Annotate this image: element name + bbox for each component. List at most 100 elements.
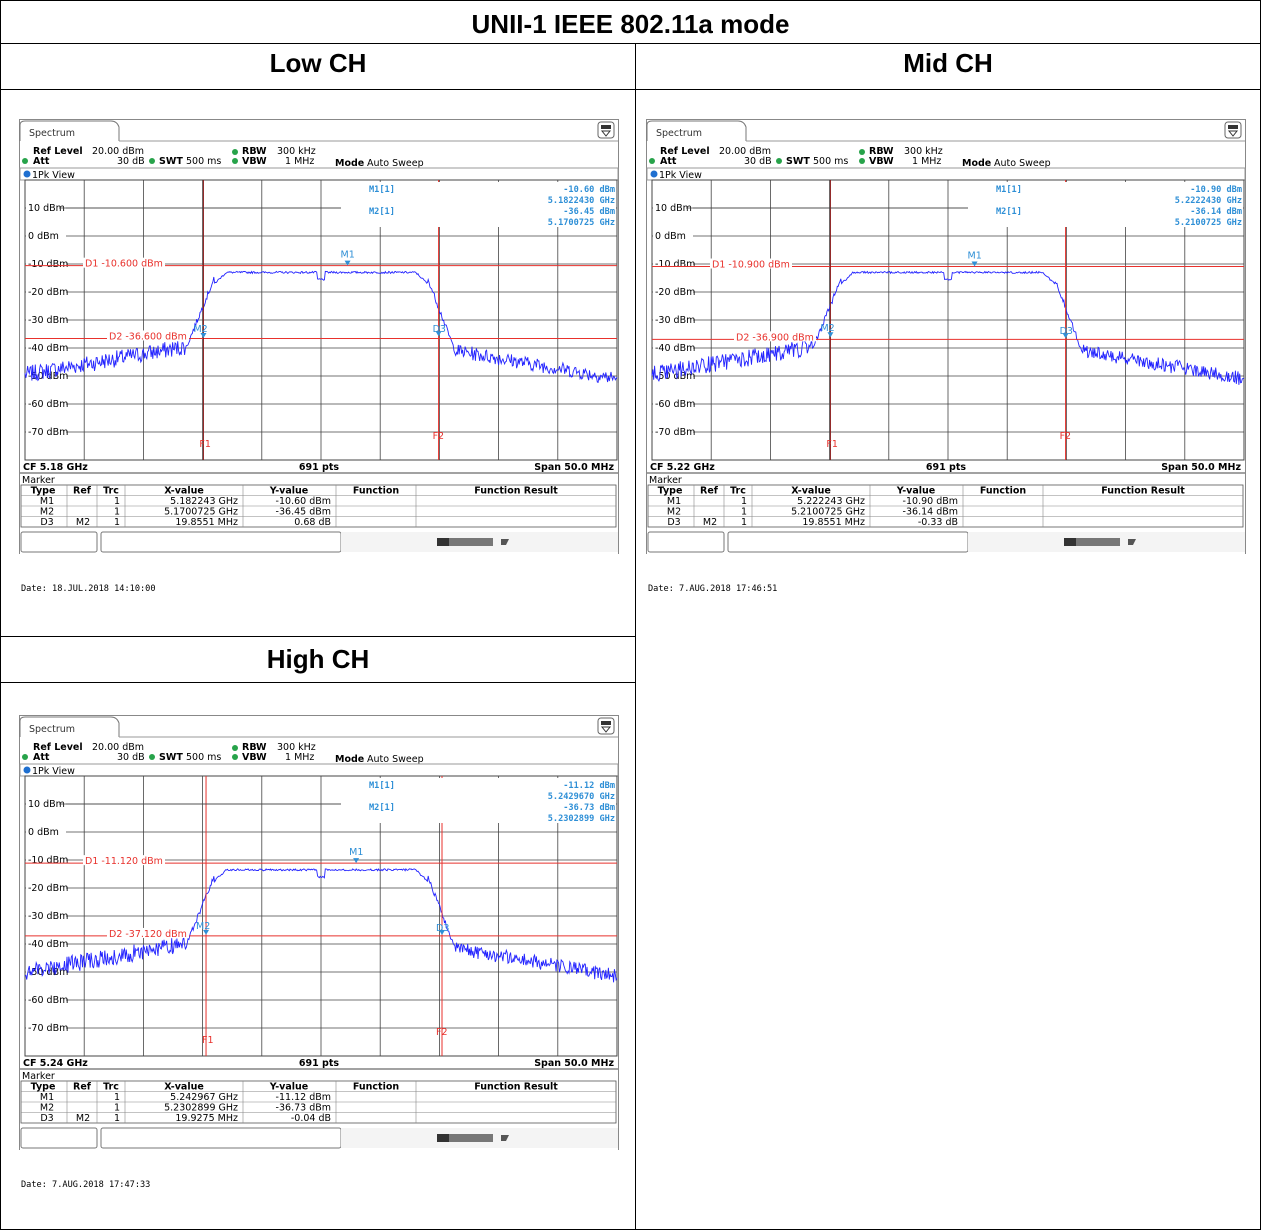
span-value: Span 50.0 MHz xyxy=(534,462,614,473)
table-rule xyxy=(1,89,1260,90)
spectrum-analyzer-svg: Spectrum Ref Level 20.00 dBm Att 30 dB SWT 500… xyxy=(646,119,1246,594)
progress-bar xyxy=(437,538,493,546)
table-header-cell: X-value xyxy=(164,1082,204,1093)
view-label: 1Pk View xyxy=(659,170,702,181)
rbw-label: RBW xyxy=(242,742,267,753)
table-header-cell: Function xyxy=(980,486,1026,497)
table-header-cell: Function Result xyxy=(1101,486,1185,497)
table-cell: D3 xyxy=(667,517,680,528)
m1-readout-freq: 5.1822430 GHz xyxy=(548,196,615,206)
table-row: M2 1 5.2100725 GHz -36.14 dBm xyxy=(667,507,958,518)
y-tick-label-bg xyxy=(26,398,66,409)
y-tick-label: -30 dBm xyxy=(28,315,68,326)
spectrum-tab-label: Spectrum xyxy=(656,128,702,139)
table-cell: M1 xyxy=(40,496,54,507)
m1-marker-icon xyxy=(971,261,978,267)
table-cell: M2 xyxy=(667,507,681,518)
table-header-cell: Ref xyxy=(700,486,719,497)
d3-marker-icon xyxy=(439,930,446,936)
table-cell: 5.1700725 GHz xyxy=(164,507,238,518)
f2-label: F2 xyxy=(436,1027,448,1038)
att-label: Att xyxy=(33,156,50,167)
y-tick-label-bg xyxy=(26,426,66,437)
span-value: Span 50.0 MHz xyxy=(534,1058,614,1069)
rbw-indicator-icon xyxy=(859,149,865,155)
ref-level-value: 20.00 dBm xyxy=(92,146,144,157)
y-tick-label: 10 dBm xyxy=(28,203,65,214)
swt-label: SWT xyxy=(786,156,810,167)
low-ch-heading: Low CH xyxy=(269,48,367,78)
center-frequency: CF 5.18 GHz xyxy=(23,462,88,473)
table-cell: 1 xyxy=(114,496,120,507)
f1-label: F1 xyxy=(826,439,838,450)
vbw-label: VBW xyxy=(869,156,894,167)
table-cell: 1 xyxy=(114,1103,120,1114)
table-cell: M1 xyxy=(667,496,681,507)
m1-readout-freq: 5.2429670 GHz xyxy=(548,792,615,802)
y-tick-label: -40 dBm xyxy=(28,343,68,354)
spectrum-screenshot-mid-ch: Spectrum Ref Level 20.00 dBm Att 30 dB SWT 500… xyxy=(646,119,1246,601)
mid-ch-heading: Mid CH xyxy=(903,48,993,78)
m2-readout-tag: M2[1] xyxy=(996,207,1022,217)
d2-label: D2 -37.120 dBm xyxy=(109,929,187,940)
swt-indicator-icon xyxy=(149,158,155,164)
progress-bar-fill xyxy=(1064,538,1076,546)
ref-level-label: Ref Level xyxy=(33,146,83,157)
vbw-indicator-icon xyxy=(859,158,865,164)
d3-marker-icon xyxy=(1062,333,1069,339)
rbw-value: 300 kHz xyxy=(277,742,316,753)
y-tick-label-bg xyxy=(26,314,66,325)
y-tick-label-bg xyxy=(653,258,693,269)
table-header-cell: Function Result xyxy=(474,486,558,497)
table-cell: 1 xyxy=(114,1113,120,1124)
d3-marker-icon xyxy=(435,331,442,337)
status-icon xyxy=(1128,539,1136,545)
y-tick-label-bg xyxy=(653,342,693,353)
d2-label: D2 -36.600 dBm xyxy=(109,331,187,342)
spectrum-analyzer-svg: Spectrum Ref Level 20.00 dBm Att 30 dB SWT 500… xyxy=(19,119,619,594)
y-tick-label-bg xyxy=(653,202,693,213)
table-cell: 5.2302899 GHz xyxy=(164,1103,238,1114)
y-tick-label-bg xyxy=(653,370,693,381)
table-cell: -36.45 dBm xyxy=(276,507,331,518)
spectrum-trace xyxy=(651,270,1245,385)
mode-value: Auto Sweep xyxy=(994,158,1051,169)
marker-table-title: Marker xyxy=(22,475,55,486)
d3-label: D3 xyxy=(433,324,446,335)
trace-indicator-icon xyxy=(23,170,31,178)
mode-value: Auto Sweep xyxy=(367,754,424,765)
d3-label: D3 xyxy=(1060,326,1073,337)
m2-label: M2 xyxy=(820,323,834,334)
vbw-indicator-icon xyxy=(232,754,238,760)
m1-marker-icon xyxy=(353,858,360,864)
marker-readout-bg xyxy=(341,778,616,823)
table-header-cell: X-value xyxy=(791,486,831,497)
display-settings-icon xyxy=(600,130,612,137)
y-tick-label: -10 dBm xyxy=(28,855,68,866)
table-row: M1 1 5.182243 GHz -10.60 dBm xyxy=(40,496,331,507)
view-bar xyxy=(19,167,619,181)
y-tick-label: -30 dBm xyxy=(28,911,68,922)
table-cell: 1 xyxy=(741,496,747,507)
d2-label-bg xyxy=(107,927,189,938)
progress-bar-fill xyxy=(437,538,449,546)
sweep-points: 691 pts xyxy=(926,462,966,473)
table-cell: -10.60 dBm xyxy=(276,496,331,507)
table-cell: 5.2100725 GHz xyxy=(791,507,865,518)
y-tick-label-bg xyxy=(653,314,693,325)
span-value: Span 50.0 MHz xyxy=(1161,462,1241,473)
m2-marker-icon xyxy=(203,929,210,935)
ref-level-label: Ref Level xyxy=(33,742,83,753)
progress-bar xyxy=(437,1134,493,1142)
y-tick-label: -50 dBm xyxy=(655,371,695,382)
table-rule xyxy=(1,636,635,637)
y-tick-label: 10 dBm xyxy=(655,203,692,214)
y-tick-label: -60 dBm xyxy=(28,995,68,1006)
d2-label-bg xyxy=(734,331,816,342)
table-header-cell: Trc xyxy=(103,486,119,497)
table-header-cell: Y-value xyxy=(269,1082,309,1093)
status-icon xyxy=(501,539,509,545)
display-settings-icon xyxy=(1228,125,1238,129)
m1-readout-tag: M1[1] xyxy=(369,185,395,195)
